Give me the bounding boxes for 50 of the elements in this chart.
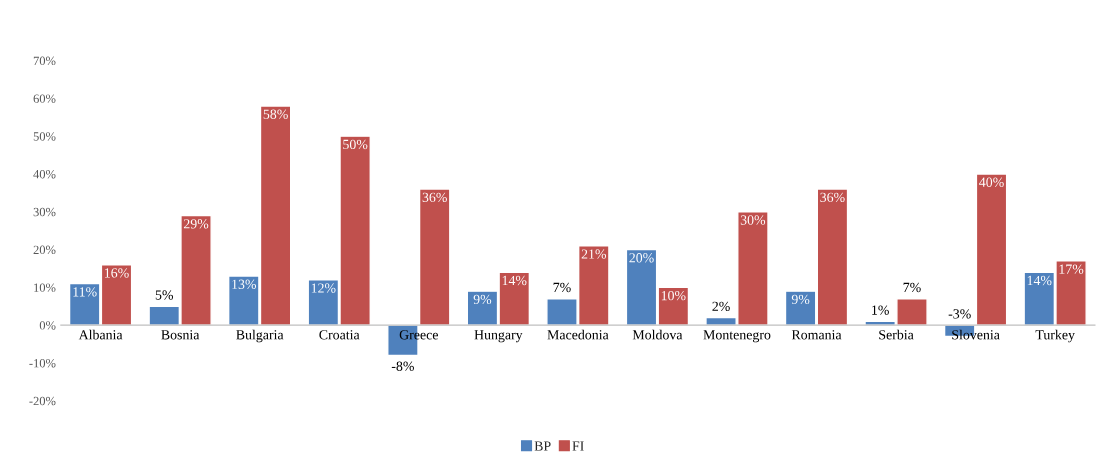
y-tick-label: 50% [33,132,56,141]
x-tick-label: Croatia [319,330,360,340]
data-label: 36% [422,192,447,203]
data-label: 10% [661,290,686,301]
x-tick-label: Bosnia [161,330,200,340]
data-label: 7% [903,282,921,293]
x-tick-label: Moldova [632,329,683,340]
data-label: 13% [232,279,257,289]
x-tick-label: Albania [78,329,123,340]
y-tick-label: 40% [33,170,56,179]
data-label: 21% [581,249,607,259]
data-label: 5% [155,290,174,300]
data-label: 50% [343,139,368,150]
legend-label: FI [572,441,584,451]
x-tick-label: Bulgaria [236,329,284,343]
data-label: -3% [948,309,971,319]
data-label: 14% [502,275,527,286]
data-label: 11% [73,287,97,297]
y-tick-label: -20% [29,396,56,406]
x-tick-label: Montenegro [703,330,771,343]
x-tick-label: Turkey [1035,329,1075,343]
data-label: 2% [712,301,730,312]
y-tick-label: 70% [33,56,56,66]
x-tick-label: Serbia [879,329,914,340]
data-label: 14% [1027,275,1052,286]
y-tick-label: 30% [33,207,56,217]
x-tick-label: Slovenia [952,329,1000,340]
data-label: 16% [105,268,129,278]
x-tick-label: Romania [791,330,842,340]
data-label: 1% [872,305,889,315]
data-label: 29% [183,219,209,229]
data-label: 30% [740,215,766,225]
x-tick-label: Macedonia [547,329,609,340]
data-label: -8% [391,361,414,371]
legend-label: BP [534,441,551,451]
y-tick-label: 10% [34,283,56,292]
data-label: 9% [791,294,810,305]
data-label: 7% [553,282,571,293]
data-label: 12% [311,283,336,293]
data-label: 9% [473,294,492,305]
data-label: 20% [629,253,654,263]
data-label: 36% [820,192,845,203]
data-label: 40% [979,177,1004,187]
y-tick-label: -10% [29,358,56,368]
data-label: 58% [263,109,288,119]
data-label: 17% [1059,264,1084,274]
y-tick-label: 0% [39,321,56,330]
y-tick-label: 20% [33,245,56,255]
y-tick-label: 60% [33,94,56,103]
x-tick-label: Hungary [474,330,523,343]
